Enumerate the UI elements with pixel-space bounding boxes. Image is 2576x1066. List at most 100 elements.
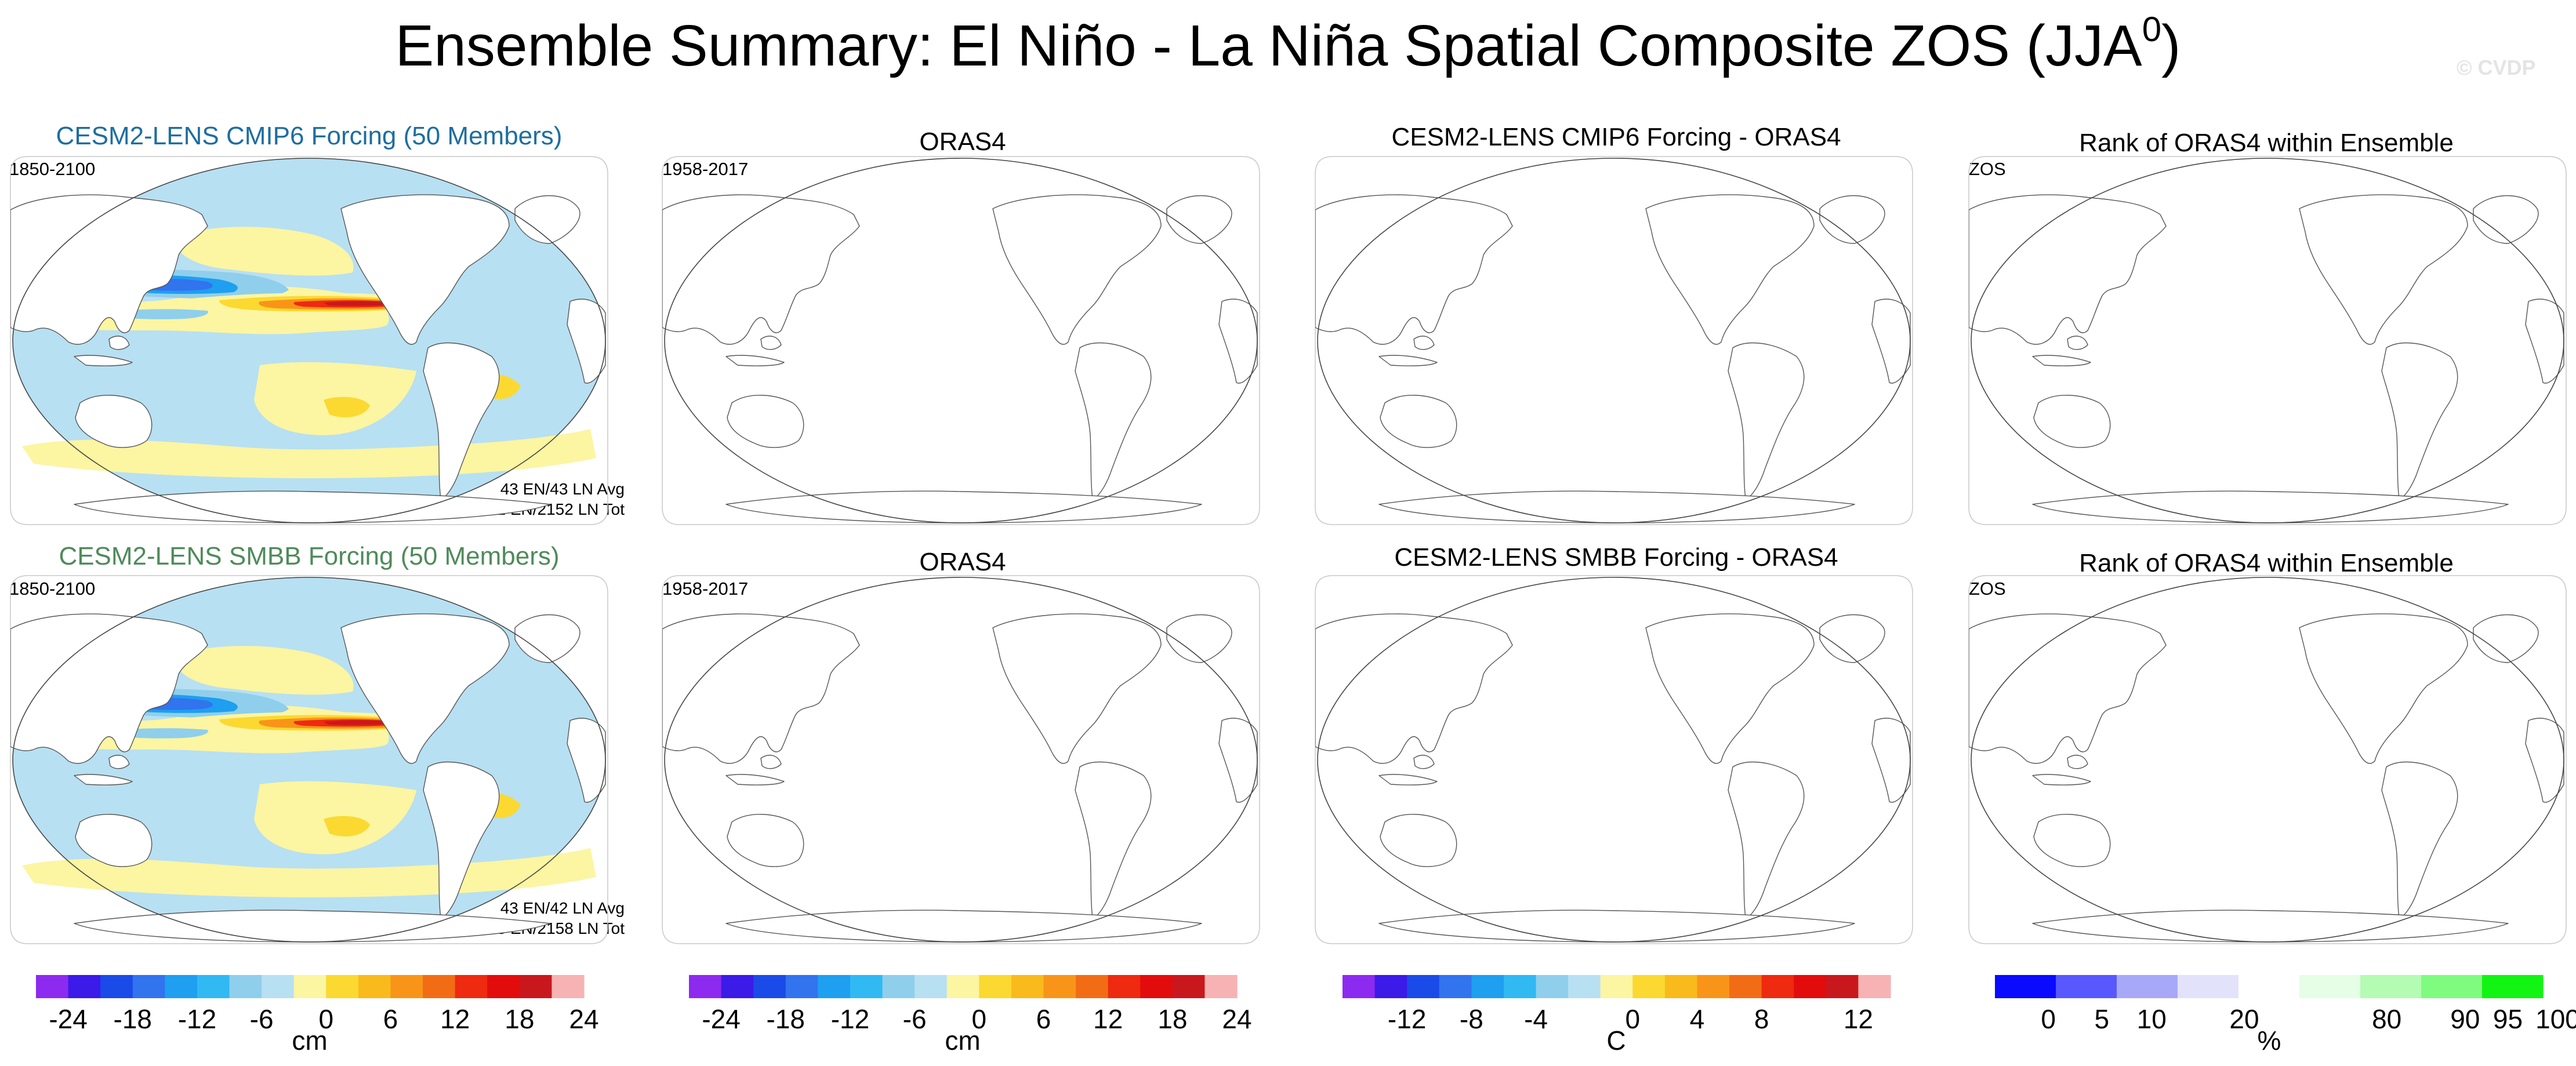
coastline: [1645, 194, 1815, 345]
colorbar-swatch: [850, 975, 883, 998]
colorbar-swatch: [1858, 975, 1891, 998]
panel-title-cmip6: CESM2-LENS CMIP6 Forcing (50 Members): [56, 122, 563, 150]
colorbar-tick-label: -8: [1460, 1004, 1483, 1034]
coastline: [725, 490, 1202, 523]
coastline: [727, 395, 804, 448]
period-label: 1850-2100: [9, 579, 96, 599]
coastline: [1413, 336, 1435, 350]
colorbar-tick-label: -18: [767, 1004, 805, 1034]
colorbar-tick-label: -24: [702, 1004, 740, 1034]
colorbar-swatch: [2178, 975, 2239, 998]
map-frame: [10, 156, 608, 525]
colorbar-units: %: [2258, 1025, 2281, 1056]
colorbar-tick-label: 0: [2041, 1004, 2056, 1034]
coastline: [2032, 774, 2091, 785]
colorbar-swatch: [1439, 975, 1472, 998]
colorbar-swatch: [1043, 975, 1076, 998]
colorbar-swatch: [487, 975, 520, 998]
colorbar-swatch: [785, 975, 818, 998]
colorbar-swatch: [326, 975, 359, 998]
coastline: [725, 774, 785, 785]
colorbar-swatch: [2117, 975, 2178, 998]
copyright-watermark: © CVDP: [2457, 56, 2536, 79]
map-frame: [1968, 575, 2567, 944]
panel-title-smbb: CESM2-LENS SMBB Forcing (50 Members): [59, 542, 560, 570]
coastline: [725, 909, 1202, 943]
coastline: [340, 613, 510, 764]
colorbar-tick-label: 8: [1754, 1004, 1769, 1034]
coastline: [2381, 342, 2458, 499]
colorbar-tick-label: 18: [1158, 1004, 1187, 1034]
colorbar-tick-label: 20: [2229, 1004, 2259, 1034]
colorbar-swatch: [1697, 975, 1730, 998]
colorbar-swatch: [262, 975, 295, 998]
globe-outline: [1317, 577, 1911, 943]
colorbar-tick-label: 12: [1844, 1004, 1873, 1034]
colorbar-swatch: [946, 975, 979, 998]
colorbar-swatch: [753, 975, 786, 998]
panel-title-rank-top: Rank of ORAS4 within Ensemble: [2079, 129, 2454, 157]
panel-title-oras4-top: ORAS4: [919, 128, 1006, 156]
map-frame: [662, 575, 1260, 944]
period-label: 1958-2017: [662, 159, 749, 179]
colorbar-swatch: [2360, 975, 2422, 998]
colorbar-swatch: [1407, 975, 1440, 998]
colorbar-swatch: [1471, 975, 1504, 998]
colorbar-swatch: [1568, 975, 1601, 998]
colorbar-swatch: [1011, 975, 1044, 998]
coastline: [1380, 814, 1457, 867]
colorbar-swatch: [1140, 975, 1173, 998]
colorbar-swatch: [165, 975, 198, 998]
period-label: 1958-2017: [662, 579, 749, 599]
coastline: [1819, 195, 1885, 244]
map-panel-rank-bottom: [1968, 575, 2567, 944]
globe-outline: [1971, 577, 2564, 943]
coastline: [2033, 814, 2111, 867]
coastline: [75, 395, 153, 448]
colorbar-swatch: [979, 975, 1012, 998]
coastline: [727, 814, 804, 867]
coastline: [1378, 490, 1855, 523]
colorbar-swatch: [1632, 975, 1666, 998]
coastline: [2525, 718, 2564, 803]
colorbar-tick-label: 10: [2137, 1004, 2167, 1034]
coastline: [1166, 614, 1232, 663]
colorbar-tick-label: -12: [831, 1004, 869, 1034]
coastline: [1315, 194, 1513, 345]
colorbar-tick-label: -12: [178, 1004, 216, 1034]
colorbar-swatch: [915, 975, 948, 998]
colorbar-swatch: [293, 975, 326, 998]
coastline: [2067, 336, 2088, 350]
colorbar-tick-label: 5: [2094, 1004, 2109, 1034]
colorbar-swatch: [1503, 975, 1537, 998]
coastline: [1218, 299, 1258, 384]
colorbar-difference: -12 -8 -4 0 4 8 12 C: [1343, 975, 1891, 1056]
avg-count: 43 EN/42 LN Avg: [500, 899, 625, 917]
colorbar-units: cm: [945, 1025, 980, 1056]
zos-contour-region: [173, 227, 354, 276]
coastline: [2032, 909, 2509, 943]
colorbar-swatch: [36, 975, 69, 998]
colorbar-swatch: [455, 975, 488, 998]
colorbar-tick-label: -18: [114, 1004, 152, 1034]
map-panel-smbb-diff: [1315, 575, 1913, 944]
colorbar-swatch: [197, 975, 230, 998]
figure-title: Ensemble Summary: El Niño - La Niña Spat…: [395, 9, 2181, 78]
coastline: [567, 718, 606, 803]
colorbar-swatch: [1536, 975, 1569, 998]
colorbar-swatch: [229, 975, 262, 998]
colorbar-swatch: [2421, 975, 2483, 998]
zos-contour-region: [324, 816, 370, 836]
panel-title-rank-bottom: Rank of ORAS4 within Ensemble: [2079, 549, 2454, 577]
coastline: [1380, 395, 1457, 448]
colorbar-units: C: [1606, 1025, 1626, 1056]
colorbar-tick-label: 6: [383, 1004, 398, 1034]
zos-contour-region: [173, 646, 354, 695]
colorbar-tick-label: 95: [2493, 1004, 2523, 1034]
globe-outline: [1971, 158, 2564, 523]
zos-contour-region: [324, 301, 386, 306]
coastline: [2299, 194, 2468, 345]
colorbar-swatch: [2238, 975, 2300, 998]
coastline: [2032, 490, 2509, 523]
coastline: [1871, 718, 1911, 803]
